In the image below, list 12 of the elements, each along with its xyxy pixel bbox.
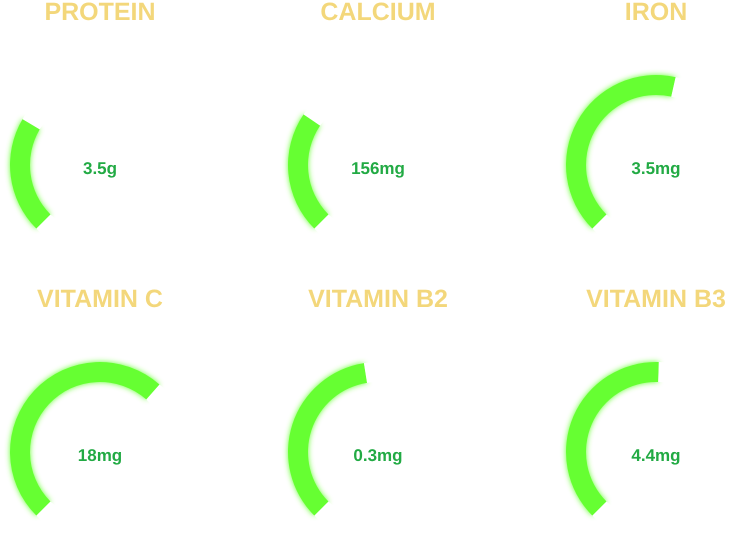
chart-title: VITAMIN B3	[586, 285, 726, 313]
chart-title: VITAMIN C	[37, 285, 163, 313]
text: 3.5g	[82, 159, 118, 178]
text: 3.5mg	[631, 159, 681, 178]
text: 18mg	[78, 446, 122, 465]
text: 4.4mg	[631, 446, 681, 465]
text: 0.3mg	[353, 446, 403, 465]
chart-title: IRON	[624, 0, 688, 26]
chart-title: PROTEIN	[44, 0, 156, 26]
text: 156mg	[351, 159, 405, 178]
chart-title: CALCIUM	[320, 0, 436, 26]
chart-title: VITAMIN B2	[308, 285, 448, 313]
